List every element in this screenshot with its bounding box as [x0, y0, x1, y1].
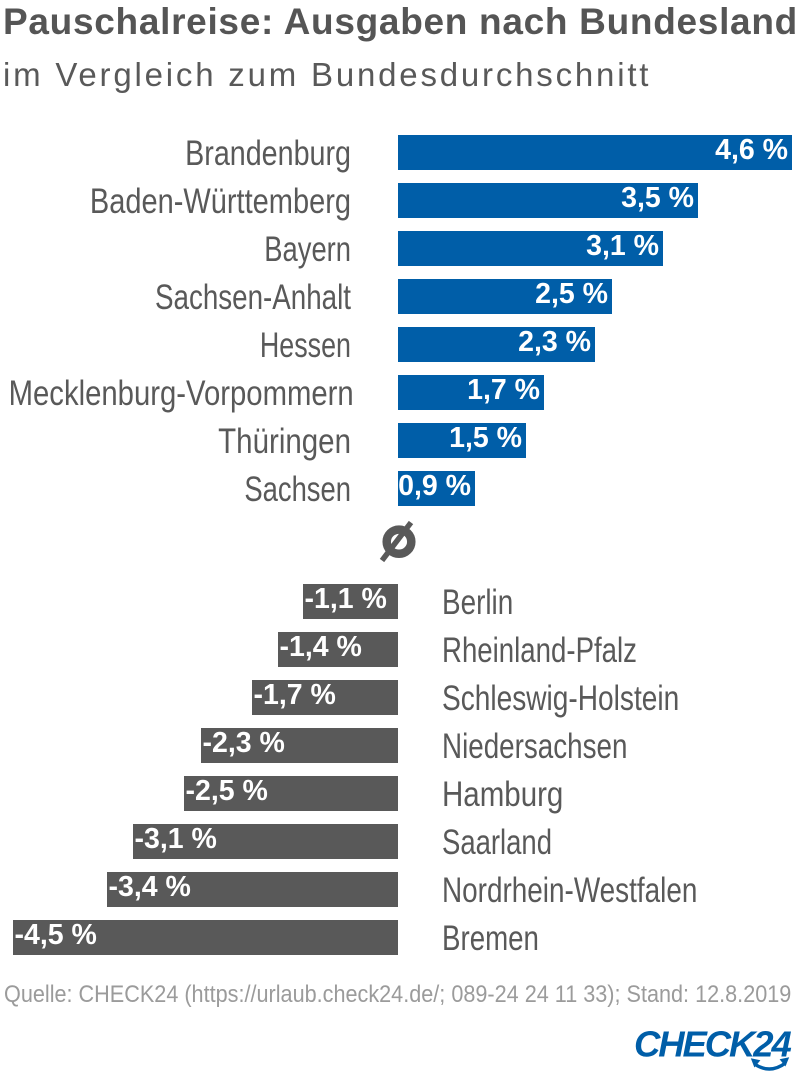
svg-text:CHECK24: CHECK24	[634, 1026, 791, 1065]
